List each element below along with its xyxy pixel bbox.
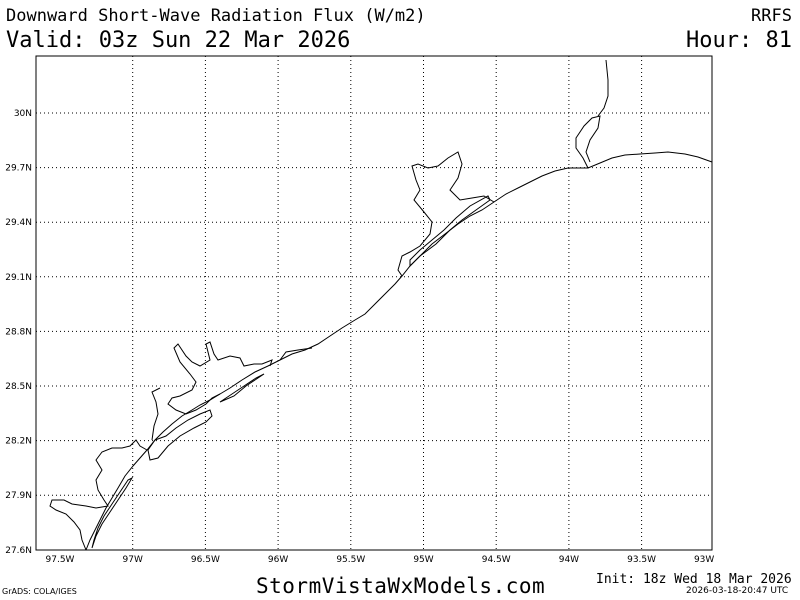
- coastline-main: [85, 151, 713, 551]
- central-bay: [167, 341, 273, 415]
- x-tick-label: 97W: [123, 555, 143, 565]
- x-tick-label: 96W: [268, 555, 288, 565]
- matagorda-bay: [279, 347, 313, 361]
- galveston-bay: [397, 151, 495, 277]
- y-tick-label: 27.9N: [5, 491, 32, 501]
- x-tick-label: 96.5W: [191, 555, 220, 565]
- y-tick-label: 28.2N: [5, 437, 32, 447]
- bay-east: [575, 115, 601, 169]
- y-axis-labels: 30N 29.7N 29.4N 29.1N 28.8N 28.5N 28.2N 27.9N 27…: [5, 109, 32, 556]
- website-banner: StormVistaWxModels.com: [256, 574, 546, 598]
- x-tick-label: 94W: [559, 555, 579, 565]
- barrier-island-central: [219, 373, 265, 403]
- x-axis-labels: 97.5W 97W 96.5W 96W 95.5W 95W 94.5W 94W 93.5W 93W: [46, 555, 715, 565]
- x-tick-label: 95.5W: [336, 555, 365, 565]
- forecast-hour: Hour: 81: [686, 28, 792, 53]
- barrier-island-south: [91, 476, 134, 549]
- valid-time: Valid: 03z Sun 22 Mar 2026: [6, 28, 351, 53]
- map-frame: [35, 55, 713, 551]
- y-tick-label: 28.5N: [5, 382, 32, 392]
- south-bay: [49, 439, 148, 551]
- y-tick-label: 29.7N: [5, 164, 32, 174]
- river-east: [597, 59, 609, 117]
- x-tick-label: 93W: [694, 555, 714, 565]
- southwest-bay: [147, 409, 213, 461]
- coastline: [49, 59, 713, 551]
- x-tick-label: 93.5W: [627, 555, 656, 565]
- x-tick-label: 97.5W: [46, 555, 75, 565]
- x-tick-label: 95W: [413, 555, 433, 565]
- map-grid: [36, 56, 712, 550]
- y-tick-label: 29.4N: [5, 218, 32, 228]
- y-tick-label: 29.1N: [5, 273, 32, 283]
- x-tick-label: 94.5W: [482, 555, 511, 565]
- timestamp: 2026-03-18-20:47 UTC: [686, 586, 789, 596]
- init-time: Init: 18z Wed 18 Mar 2026: [596, 572, 792, 587]
- y-tick-label: 30N: [14, 109, 32, 119]
- model-name: RRFS: [751, 6, 792, 26]
- y-tick-label: 28.8N: [5, 327, 32, 337]
- chart-title: Downward Short-Wave Radiation Flux (W/m2…: [6, 6, 426, 26]
- galveston-island: [409, 195, 491, 268]
- south-river: [151, 387, 161, 441]
- y-tick-label: 27.6N: [5, 546, 32, 556]
- grads-credit: GrADS: COLA/IGES: [2, 587, 77, 596]
